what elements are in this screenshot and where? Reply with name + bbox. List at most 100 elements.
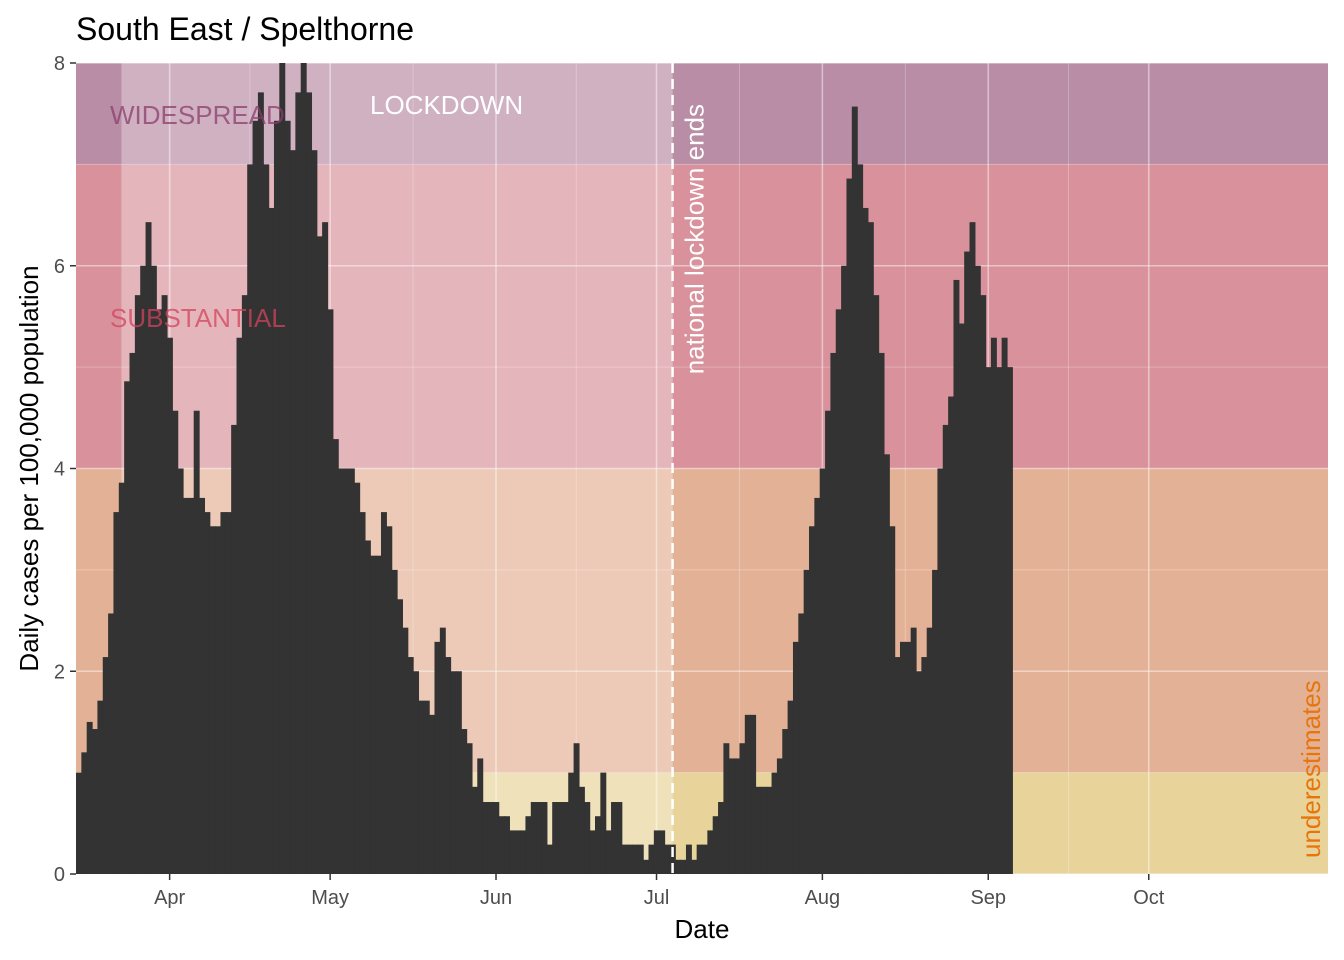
bar <box>103 657 109 874</box>
bar <box>311 150 317 874</box>
bar <box>333 439 339 874</box>
underestimates-label: underestimates <box>1296 680 1326 858</box>
bar <box>509 830 515 874</box>
bar <box>627 845 633 874</box>
bar <box>793 642 799 874</box>
bar <box>365 540 371 874</box>
bar <box>702 845 708 874</box>
bar <box>584 802 590 874</box>
bar <box>563 802 569 874</box>
bar <box>87 722 93 874</box>
bar <box>237 338 243 874</box>
x-tick-label: Aug <box>805 887 841 909</box>
bar <box>162 295 168 874</box>
bar <box>1002 338 1008 874</box>
bar <box>852 107 858 874</box>
bar <box>97 701 103 874</box>
bar <box>429 715 435 874</box>
bar <box>836 309 842 874</box>
bar <box>381 512 387 874</box>
bar <box>643 860 649 874</box>
bar <box>156 309 162 874</box>
bar <box>547 845 553 874</box>
y-axis-title: Daily cases per 100,000 population <box>14 265 44 671</box>
bar <box>253 121 259 874</box>
bar <box>386 526 392 874</box>
y-tick-label: 0 <box>54 864 65 886</box>
bar <box>76 773 82 874</box>
bar <box>895 657 901 874</box>
x-tick-label: Apr <box>154 887 185 909</box>
bar <box>750 715 756 874</box>
bar <box>520 830 526 874</box>
zone-widespread-post <box>673 63 1328 164</box>
bar <box>863 208 869 874</box>
bar <box>622 845 628 874</box>
bar <box>804 570 810 874</box>
bar <box>713 816 719 874</box>
bar <box>477 758 483 874</box>
bar <box>263 164 269 874</box>
bar <box>868 222 874 874</box>
bar <box>739 743 745 874</box>
y-tick-label: 2 <box>54 661 65 683</box>
bar <box>937 469 943 875</box>
bar <box>172 411 178 874</box>
bar <box>766 787 772 874</box>
bar <box>825 411 831 874</box>
bar <box>558 802 564 874</box>
bar <box>151 266 157 874</box>
bar <box>327 309 333 874</box>
bar <box>119 483 125 874</box>
bar <box>686 845 692 874</box>
bar <box>413 671 419 874</box>
bar <box>370 556 376 874</box>
bar <box>970 222 976 874</box>
bar <box>905 642 911 874</box>
bar <box>434 642 440 874</box>
bar <box>215 526 221 874</box>
bar <box>959 324 965 874</box>
bar <box>986 367 992 874</box>
bar <box>461 729 467 874</box>
bar <box>665 845 671 874</box>
bar <box>889 526 895 874</box>
bar <box>911 628 917 874</box>
bar <box>130 353 136 874</box>
bar <box>814 498 820 874</box>
bar <box>531 802 537 874</box>
bar <box>777 758 783 874</box>
bar <box>183 498 189 874</box>
bar <box>81 752 87 874</box>
x-tick-label: Oct <box>1133 887 1165 909</box>
bar <box>953 280 959 874</box>
bar <box>483 802 489 874</box>
bar <box>317 236 323 874</box>
bar <box>504 816 510 874</box>
bar <box>360 512 366 874</box>
bar <box>499 816 505 874</box>
bar <box>199 498 205 874</box>
bar <box>445 657 451 874</box>
bar <box>884 454 890 874</box>
bar <box>188 498 194 874</box>
bar <box>611 802 617 874</box>
bar <box>354 483 360 874</box>
bar <box>456 671 462 874</box>
bar <box>536 802 542 874</box>
bar <box>242 295 248 874</box>
bar <box>980 295 986 874</box>
bar <box>616 802 622 874</box>
bar <box>857 164 863 874</box>
widespread-zone-label: WIDESPREAD <box>110 100 285 130</box>
bar <box>424 701 430 874</box>
bar <box>675 860 681 874</box>
bar <box>274 121 280 874</box>
bar <box>900 642 906 874</box>
bar <box>879 353 885 874</box>
bar <box>376 556 382 874</box>
bar <box>440 628 446 874</box>
bar <box>220 512 226 874</box>
x-tick-label: Sep <box>970 887 1006 909</box>
bar <box>113 512 119 874</box>
